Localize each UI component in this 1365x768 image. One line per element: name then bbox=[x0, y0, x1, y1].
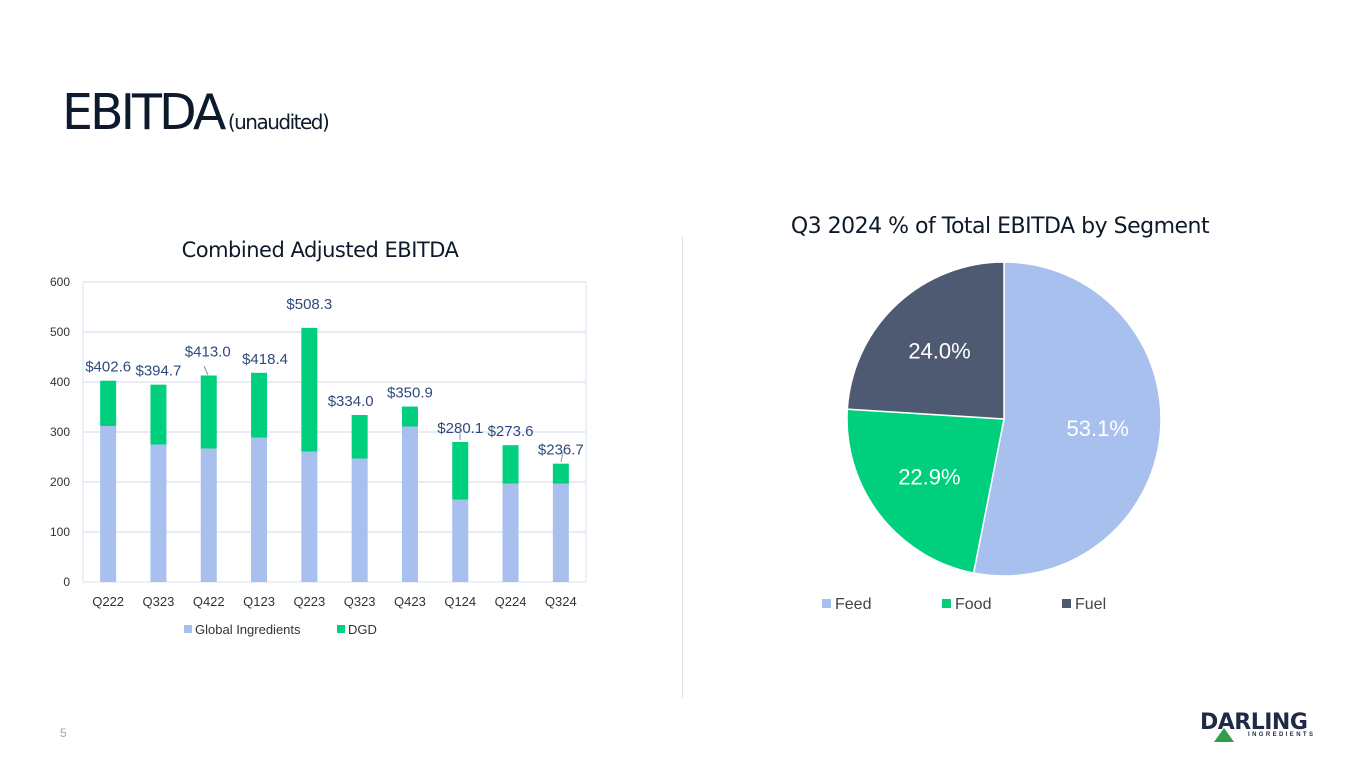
bar-dgd bbox=[351, 415, 368, 459]
x-tick-label: Q323 bbox=[143, 594, 175, 609]
legend-swatch-food bbox=[942, 599, 951, 608]
legend-label-food: Food bbox=[955, 596, 991, 613]
page-number: 5 bbox=[60, 726, 67, 740]
legend-label-dgd: DGD bbox=[348, 622, 377, 637]
bar-global-ingredients bbox=[301, 451, 318, 582]
slide-title: EBITDA (unaudited) bbox=[62, 84, 330, 141]
x-tick-label: Q423 bbox=[394, 594, 426, 609]
logo-triangle-icon bbox=[1214, 728, 1234, 742]
bar-chart-title: Combined Adjusted EBITDA bbox=[182, 238, 460, 262]
title-suffix: (unaudited) bbox=[227, 110, 330, 134]
x-tick-label: Q224 bbox=[495, 594, 527, 609]
bar-total-label: $394.7 bbox=[136, 363, 182, 380]
title-main: EBITDA bbox=[62, 84, 226, 141]
x-tick-label: Q124 bbox=[444, 594, 476, 609]
pie-value-label: 53.1% bbox=[1067, 416, 1129, 441]
legend-label-feed: Feed bbox=[835, 596, 871, 613]
bar-dgd bbox=[251, 372, 268, 438]
pie-value-label: 24.0% bbox=[908, 338, 970, 363]
bar-dgd bbox=[552, 463, 569, 484]
y-tick-label: 100 bbox=[50, 525, 70, 539]
pie-slice-feed bbox=[972, 261, 1162, 577]
bar-total-label: $334.0 bbox=[328, 393, 374, 410]
bar-dgd bbox=[502, 445, 519, 484]
bar-global-ingredients bbox=[100, 426, 117, 582]
legend-swatch-global bbox=[184, 625, 192, 633]
logo-word: DARLING bbox=[1200, 710, 1308, 735]
bar-global-ingredients bbox=[351, 458, 368, 582]
bar-total-label: $508.3 bbox=[286, 296, 332, 313]
label-leader-line bbox=[203, 365, 209, 376]
pie-slice-fuel bbox=[846, 261, 1005, 420]
vertical-divider bbox=[682, 236, 683, 698]
y-tick-label: 600 bbox=[50, 275, 70, 289]
bar-global-ingredients bbox=[502, 483, 519, 582]
bar-total-label: $413.0 bbox=[185, 344, 231, 361]
x-tick-label: Q223 bbox=[293, 594, 325, 609]
y-tick-label: 400 bbox=[50, 375, 70, 389]
y-tick-label: 500 bbox=[50, 325, 70, 339]
legend-swatch-feed bbox=[822, 599, 831, 608]
bar-dgd bbox=[150, 384, 167, 445]
legend-swatch-dgd bbox=[337, 625, 345, 633]
label-leader-line bbox=[560, 451, 564, 463]
x-tick-label: Q222 bbox=[92, 594, 124, 609]
bar-total-label: $236.7 bbox=[538, 442, 584, 459]
x-tick-label: Q422 bbox=[193, 594, 225, 609]
pie-value-label: 22.9% bbox=[898, 465, 960, 490]
pie-slice-food bbox=[846, 408, 1005, 574]
bar-dgd bbox=[200, 375, 217, 449]
bar-global-ingredients bbox=[251, 437, 268, 582]
y-tick-label: 200 bbox=[50, 475, 70, 489]
bar-total-label: $273.6 bbox=[488, 423, 534, 440]
logo-subtext: INGREDIENTS bbox=[1248, 732, 1316, 738]
legend-label-global: Global Ingredients bbox=[195, 622, 301, 637]
bar-total-label: $350.9 bbox=[387, 385, 433, 402]
pie-chart-title: Q3 2024 % of Total EBITDA by Segment bbox=[791, 214, 1210, 239]
bar-global-ingredients bbox=[552, 483, 569, 582]
legend-label-fuel: Fuel bbox=[1075, 596, 1106, 613]
bar-global-ingredients bbox=[452, 499, 469, 582]
y-tick-label: 0 bbox=[63, 575, 70, 589]
bar-global-ingredients bbox=[150, 444, 167, 582]
bar-dgd bbox=[401, 406, 418, 427]
x-tick-label: Q323 bbox=[344, 594, 376, 609]
bar-total-label: $418.4 bbox=[242, 351, 288, 368]
bar-global-ingredients bbox=[401, 426, 418, 582]
x-tick-label: Q123 bbox=[243, 594, 275, 609]
x-tick-label: Q324 bbox=[545, 594, 577, 609]
bar-global-ingredients bbox=[200, 448, 217, 582]
bar-total-label: $402.6 bbox=[85, 359, 131, 376]
y-tick-label: 300 bbox=[50, 425, 70, 439]
bar-dgd bbox=[100, 380, 117, 426]
legend-swatch-fuel bbox=[1062, 599, 1071, 608]
bar-dgd bbox=[452, 441, 469, 500]
bar-dgd bbox=[301, 327, 318, 452]
darling-logo: DARLING INGREDIENTS bbox=[1198, 710, 1313, 744]
